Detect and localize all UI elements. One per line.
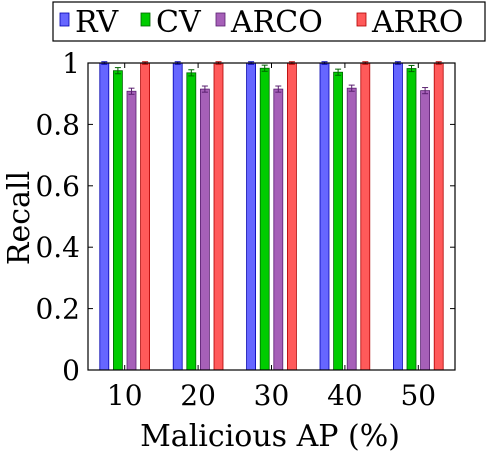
bar-rv-50 (392, 62, 403, 371)
legend-box (52, 1, 486, 42)
bar-arco-20 (199, 88, 210, 371)
y-axis-label: Recall (2, 171, 37, 265)
bar-cv-20 (186, 72, 197, 371)
x-tick-label: 40 (327, 379, 363, 412)
legend-swatch-rv (59, 12, 70, 27)
legend-swatch-arro (356, 12, 367, 27)
error-bar-arco-40 (348, 84, 355, 92)
bar-cv-10 (113, 70, 123, 371)
y-tick-label: 0.2 (35, 293, 80, 326)
bar-cv-50 (406, 68, 417, 371)
legend-swatch-cv (140, 12, 151, 27)
legend-label-arro: ARRO (371, 5, 463, 40)
bar-cv-40 (333, 71, 344, 371)
y-tick-label: 0.6 (35, 170, 80, 203)
error-bar-cv-40 (335, 68, 342, 76)
y-tick-label: 0.8 (35, 108, 80, 141)
y-tick-label: 1 (62, 47, 80, 80)
y-tick-label: 0 (62, 354, 80, 387)
error-bar-arco-10 (128, 87, 135, 95)
bar-rv-40 (319, 62, 330, 371)
bar-arro-40 (360, 62, 371, 371)
error-bar-cv-20 (188, 69, 195, 77)
bar-arro-10 (140, 62, 151, 371)
bar-rv-30 (246, 62, 257, 371)
bar-arro-30 (286, 62, 297, 371)
error-bar-cv-30 (261, 64, 268, 72)
bar-cv-30 (259, 67, 270, 371)
error-bar-arco-50 (422, 87, 429, 95)
x-tick-label: 10 (107, 379, 143, 412)
bar-arco-10 (126, 90, 137, 371)
bars-layer (99, 61, 444, 371)
x-tick-label: 20 (180, 379, 216, 412)
y-tick-label: 0.4 (35, 231, 80, 264)
legend-swatch-arco (215, 12, 226, 27)
ticks-layer: 0 0.2 0.4 0.6 0.8 1 10 20 30 40 50 (35, 47, 455, 412)
bar-arro-20 (213, 62, 224, 371)
bar-rv-20 (172, 62, 183, 371)
error-bar-cv-50 (408, 64, 415, 73)
legend-label-rv: RV (75, 5, 120, 40)
legend-label-arco: ARCO (230, 5, 323, 40)
error-bar-arco-30 (275, 85, 282, 93)
x-axis-label: Malicious AP (%) (140, 419, 400, 454)
error-bar-cv-10 (114, 67, 121, 75)
legend: RV CV ARCO ARRO (52, 1, 486, 42)
x-tick-label: 50 (400, 379, 436, 412)
bar-arco-40 (346, 87, 357, 371)
legend-label-cv: CV (156, 5, 202, 40)
bar-arro-50 (433, 62, 444, 371)
x-tick-label: 30 (254, 379, 290, 412)
error-bar-arco-20 (201, 85, 208, 93)
bar-arco-50 (420, 90, 431, 371)
bar-rv-10 (99, 62, 110, 371)
bar-arco-30 (273, 88, 284, 371)
